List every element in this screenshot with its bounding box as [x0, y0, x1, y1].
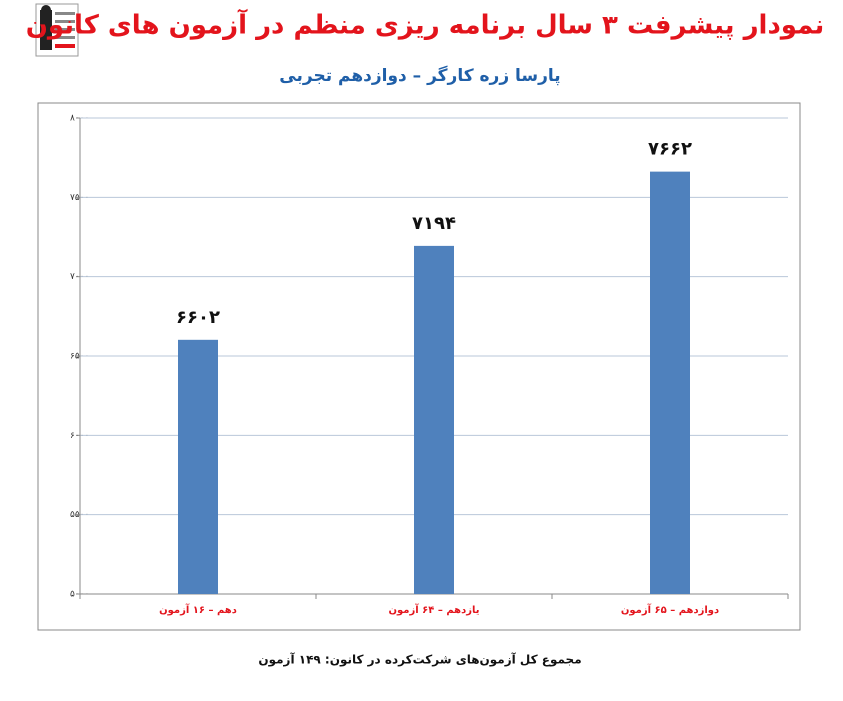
- chart-title: نمودار پیشرفت ۳ سال برنامه ریزی منظم در …: [26, 9, 825, 41]
- chart-subtitle: پارسا زره کارگر – دوازدهم تجربی: [279, 65, 560, 86]
- logo: [35, 3, 79, 57]
- x-tick-label: یازدهم – ۶۴ آزمون: [388, 603, 479, 616]
- bar: [178, 339, 218, 594]
- x-tick-label: دوازدهم – ۶۵ آزمون: [621, 603, 719, 616]
- bar: [414, 245, 454, 595]
- value-label: ۶۶۰۲: [176, 307, 220, 328]
- x-tick-label: دهم – ۱۶ آزمون: [159, 603, 237, 616]
- chart-frame: [37, 102, 801, 631]
- footnote: مجموع کل آزمون‌های شرکت‌کرده در کانون: ۱…: [258, 652, 581, 668]
- bar: [650, 171, 690, 594]
- value-label: ۷۱۹۴: [412, 213, 456, 234]
- value-label: ۷۶۶۲: [648, 139, 692, 160]
